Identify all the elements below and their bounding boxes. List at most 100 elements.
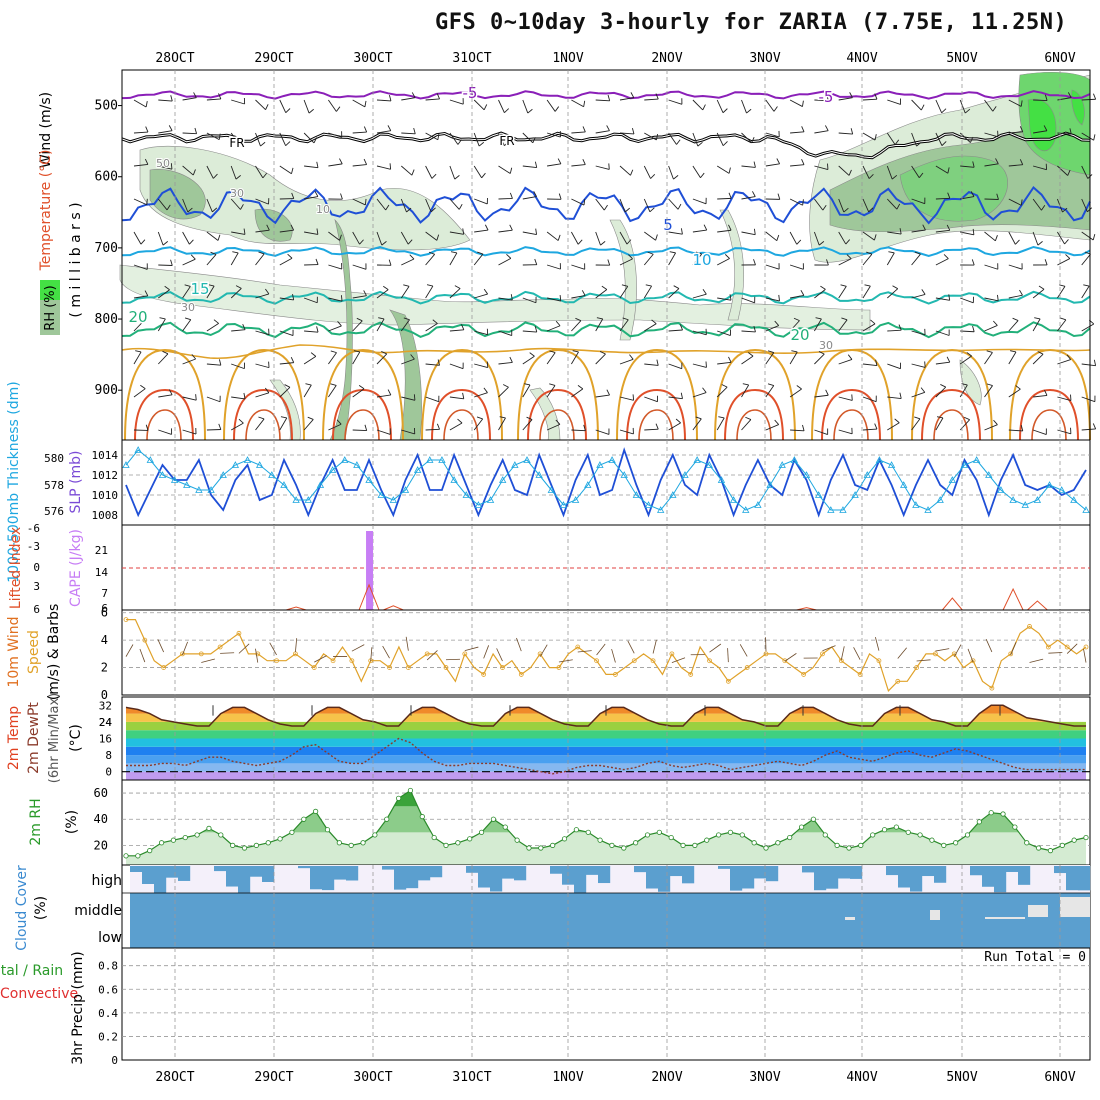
wind-barb-feather <box>1059 284 1066 287</box>
temperature-band <box>126 746 1086 756</box>
thickness-marker <box>207 486 215 493</box>
li-tick-label: -3 <box>27 540 40 553</box>
cloud-high-bar <box>346 866 359 881</box>
wind-barb-feather <box>138 317 144 322</box>
warm-isotherm <box>124 348 206 441</box>
wind-barb-shaft <box>935 229 950 233</box>
wind-barb-feather <box>751 137 755 143</box>
wind-barb-shaft <box>571 429 586 432</box>
wind-barb-shaft <box>1081 198 1088 212</box>
wind-barb-shaft <box>1081 285 1090 299</box>
wind-barb-feather <box>555 419 561 425</box>
wind-barb-feather <box>673 285 680 289</box>
thickness-marker <box>499 476 507 483</box>
wind-barb-shaft <box>935 297 950 301</box>
wind-barb-feather <box>630 92 635 98</box>
wind-barb-feather <box>140 239 146 245</box>
wind-barb-shaft <box>1008 264 1023 270</box>
rh-marker <box>135 853 141 859</box>
rh-marker <box>692 842 698 848</box>
surface-wind-barb <box>935 648 950 652</box>
wind-barb-shaft <box>911 198 925 205</box>
thickness-marker <box>790 456 799 463</box>
temperature-tick-label: 0 <box>105 766 112 779</box>
wind-barb-shaft <box>182 97 197 101</box>
date-label-top: 5NOV <box>946 51 977 66</box>
contour-label: 30 <box>181 301 195 314</box>
wind-barb-feather <box>310 352 317 357</box>
wind-barb-feather <box>651 319 657 325</box>
wind-barb-shaft <box>814 198 824 211</box>
wind-barb-feather <box>483 104 488 111</box>
wind-barb-feather <box>607 94 611 101</box>
cloud-high-bar <box>226 866 239 887</box>
wind-barb-shaft <box>619 97 634 101</box>
thickness-marker <box>839 506 847 513</box>
wind-barb-feather <box>502 384 509 388</box>
contour-label: 5 <box>663 216 673 234</box>
wind-barb-feather <box>291 167 294 174</box>
surface-wind-barb <box>822 645 836 652</box>
wind-barb-shaft <box>304 165 319 169</box>
wind-barb-feather <box>218 93 222 100</box>
wind-barb-feather <box>135 350 142 353</box>
wind-barb-feather <box>628 254 633 260</box>
wind-barb-feather <box>722 108 728 114</box>
rh-marker <box>384 816 390 822</box>
wind-barb-shaft <box>619 198 626 213</box>
wind-barb-feather <box>213 319 219 324</box>
wind-barb-shaft <box>765 132 780 138</box>
wind-barb-shaft <box>425 254 436 266</box>
wind-barb-shaft <box>984 325 998 332</box>
surface-wind-barb <box>1010 642 1017 656</box>
wind-barb-feather <box>308 108 314 114</box>
rh-marker <box>1024 840 1030 846</box>
rh-marker <box>953 840 959 846</box>
wind-barb-shaft <box>887 231 902 235</box>
axis-label-10m-wind: 10m Wind <box>6 616 22 687</box>
cloud-high-bar <box>1018 866 1031 885</box>
wind-barb-feather <box>430 207 436 213</box>
wind-barb-feather <box>454 175 460 180</box>
wind-barb-shaft <box>400 319 410 332</box>
wind-barb-feather <box>285 108 291 113</box>
cloud-high-bar <box>634 866 647 873</box>
wind-barb-feather <box>529 352 535 357</box>
cloud-high-bar <box>238 866 251 893</box>
wind-barb-shaft <box>1032 198 1042 211</box>
wind-barb-shaft <box>206 231 219 241</box>
surface-wind-barb <box>1048 652 1063 654</box>
thickness-marker <box>827 506 835 513</box>
wind-barb-feather <box>941 108 947 114</box>
wind-barb-shaft <box>619 258 633 266</box>
wind-barb-shaft <box>1057 319 1067 332</box>
li-spike <box>941 597 963 611</box>
wind-barb-feather <box>359 239 364 245</box>
thickness-marker <box>875 456 884 463</box>
wind-barb-feather <box>363 158 368 165</box>
wind-barb-shaft <box>1032 165 1047 171</box>
wind-barb-shaft <box>644 428 659 431</box>
wind-barb-shaft <box>838 359 853 365</box>
rh-tick-label: 20 <box>94 838 108 852</box>
wind-barb-feather <box>946 224 951 231</box>
wind-barb-feather <box>363 126 368 133</box>
wind-barb-shaft <box>206 363 221 366</box>
cloud-high-bar <box>334 866 347 880</box>
wind-barb-shaft <box>182 286 191 299</box>
wind-barb-feather <box>753 228 756 235</box>
rh-marker <box>550 842 556 848</box>
axis-label-rh-units: (%) <box>64 810 80 834</box>
wind-barb-shaft <box>862 132 876 141</box>
wind-barb-feather <box>846 254 852 260</box>
thickness-marker <box>292 496 300 503</box>
date-label-top: 4NOV <box>846 51 877 66</box>
wind-barb-shaft <box>643 253 654 266</box>
date-label-bottom: 29OCT <box>254 1070 293 1085</box>
rh-marker <box>147 848 153 854</box>
wind-barb-feather <box>534 326 538 333</box>
rh-marker <box>763 845 769 851</box>
wind-speed-marker <box>1027 624 1032 629</box>
wind-barb-shaft <box>668 363 682 370</box>
wind-barb-shaft <box>862 428 877 431</box>
